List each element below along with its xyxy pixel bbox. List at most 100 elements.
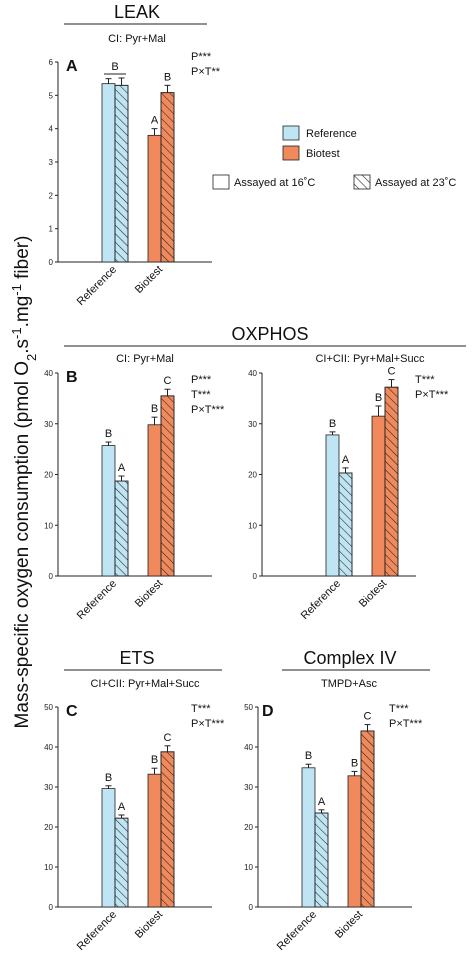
significance-letter: A — [118, 801, 126, 813]
significance-letter: B — [151, 403, 158, 415]
stat-annotation: T*** — [191, 703, 211, 715]
y-tick-label: 0 — [49, 903, 54, 912]
legend-swatch-reference — [282, 125, 300, 141]
significance-letter: B — [351, 757, 358, 769]
x-category-label: Biotest — [133, 264, 165, 296]
bar-hatch-overlay — [160, 395, 175, 577]
x-category-label: Biotest — [133, 578, 165, 610]
y-tick-label: 20 — [244, 823, 253, 832]
significance-letter: B — [305, 750, 312, 762]
y-tick-label: 40 — [244, 743, 253, 752]
significance-letter: B — [329, 418, 336, 430]
significance-letter: B — [105, 772, 112, 784]
y-tick-label: 50 — [244, 703, 253, 712]
legend-label-reference: Reference — [306, 128, 357, 140]
bar-biotest-16c — [147, 773, 162, 908]
stat-annotation: P×T*** — [415, 389, 449, 401]
y-tick-label: 6 — [49, 58, 54, 67]
legend-swatch-biotest — [282, 145, 300, 161]
stat-annotation: T*** — [191, 389, 211, 401]
significance-letter: C — [164, 375, 172, 387]
section-title-oxphos: OXPHOS — [231, 324, 308, 344]
bar-reference-16c — [101, 788, 116, 908]
y-tick-label: 20 — [44, 471, 53, 480]
stat-annotation: T*** — [389, 703, 409, 715]
significance-letter: C — [388, 366, 396, 378]
y-tick-label: 5 — [49, 91, 54, 100]
y-tick-label: 0 — [49, 258, 54, 267]
significance-letter: B — [164, 71, 171, 83]
chart-panel-d: TMPD+Asc D 0 10 20 30 40 50 B A Reference B C Biotest… — [244, 678, 423, 953]
y-tick-label: 10 — [248, 521, 257, 530]
stat-annotation: T*** — [415, 374, 435, 386]
significance-letter: B — [375, 392, 382, 404]
y-tick-label: 50 — [44, 703, 53, 712]
x-category-label: Reference — [75, 909, 119, 953]
section-title-leak: LEAK — [114, 2, 160, 22]
panel-letter: A — [66, 58, 78, 75]
stat-annotation: P×T*** — [389, 718, 423, 730]
x-category-label: Biotest — [357, 578, 389, 610]
significance-letter: A — [151, 115, 159, 127]
y-tick-label: 30 — [44, 420, 53, 429]
chart-panel-b: CI: Pyr+Mal B 0 10 20 30 40 B A Reference B C Biotes… — [44, 353, 225, 622]
y-tick-label: 20 — [44, 823, 53, 832]
bar-hatch-overlay — [114, 480, 129, 577]
y-tick-label: 0 — [49, 572, 54, 581]
significance-letter: B — [151, 754, 158, 766]
x-category-label: Reference — [275, 909, 319, 953]
significance-letter: A — [342, 454, 350, 466]
bar-hatch-overlay — [160, 751, 175, 908]
panel-subtitle: TMPD+Asc — [321, 678, 377, 690]
stat-annotation: P*** — [191, 374, 212, 386]
bar-reference-16c — [325, 434, 340, 577]
significance-letter: B — [111, 61, 118, 73]
bar-hatch-overlay — [338, 472, 353, 577]
significance-letter: C — [164, 732, 172, 744]
y-tick-label: 30 — [248, 420, 257, 429]
legend: Reference Biotest Assayed at 16˚C Assaye… — [212, 125, 456, 190]
bar-reference-16c — [101, 445, 116, 577]
y-tick-label: 40 — [44, 369, 53, 378]
bar-biotest-16c — [347, 775, 362, 908]
section-title-ets: ETS — [119, 648, 154, 668]
bar-biotest-16c — [147, 424, 162, 577]
legend-swatch-16c — [212, 174, 230, 190]
panel-subtitle: CI+CII: Pyr+Mal+Succ — [90, 678, 200, 690]
significance-letter: B — [105, 428, 112, 440]
y-tick-label: 2 — [49, 191, 54, 200]
panel-letter: B — [66, 369, 78, 386]
y-tick-label: 30 — [244, 783, 253, 792]
bar-biotest-16c — [371, 415, 386, 577]
y-tick-label: 1 — [49, 225, 54, 234]
panel-letter: C — [66, 703, 78, 720]
y-tick-label: 10 — [44, 521, 53, 530]
x-category-label: Reference — [75, 578, 119, 622]
bar-reference-16c — [101, 83, 116, 263]
x-category-label: Reference — [299, 578, 343, 622]
legend-label-biotest: Biotest — [306, 148, 340, 160]
legend-swatch-23c — [353, 174, 371, 190]
x-category-label: Biotest — [333, 909, 365, 941]
y-tick-label: 4 — [49, 125, 54, 134]
section-title-complex-iv: Complex IV — [303, 648, 396, 668]
legend-label-16c: Assayed at 16˚C — [234, 177, 315, 189]
bar-hatch-overlay — [160, 92, 175, 263]
panel-subtitle: CI: Pyr+Mal — [116, 353, 174, 365]
y-tick-label: 30 — [44, 783, 53, 792]
chart-panel-c: CI+CII: Pyr+Mal+Succ C 0 10 20 30 40 50 B A Refere… — [44, 678, 225, 953]
y-tick-label: 10 — [44, 863, 53, 872]
bar-hatch-overlay — [360, 730, 375, 908]
bar-hatch-overlay — [114, 817, 129, 908]
panel-letter: D — [262, 703, 274, 720]
y-tick-label: 20 — [248, 471, 257, 480]
y-tick-label: 0 — [249, 903, 254, 912]
bar-biotest-16c — [147, 134, 162, 263]
legend-label-23c: Assayed at 23˚C — [375, 177, 456, 189]
x-category-label: Biotest — [133, 909, 165, 941]
y-tick-label: 3 — [49, 158, 54, 167]
chart-panel-b2: CI+CII: Pyr+Mal+Succ 0 10 20 30 40 B A Reference… — [248, 353, 449, 622]
y-tick-label: 40 — [248, 369, 257, 378]
chart-panels: CI: Pyr+Mal A 0 1 2 3 4 5 6 B Reference A B Biotest P*… — [44, 33, 449, 953]
